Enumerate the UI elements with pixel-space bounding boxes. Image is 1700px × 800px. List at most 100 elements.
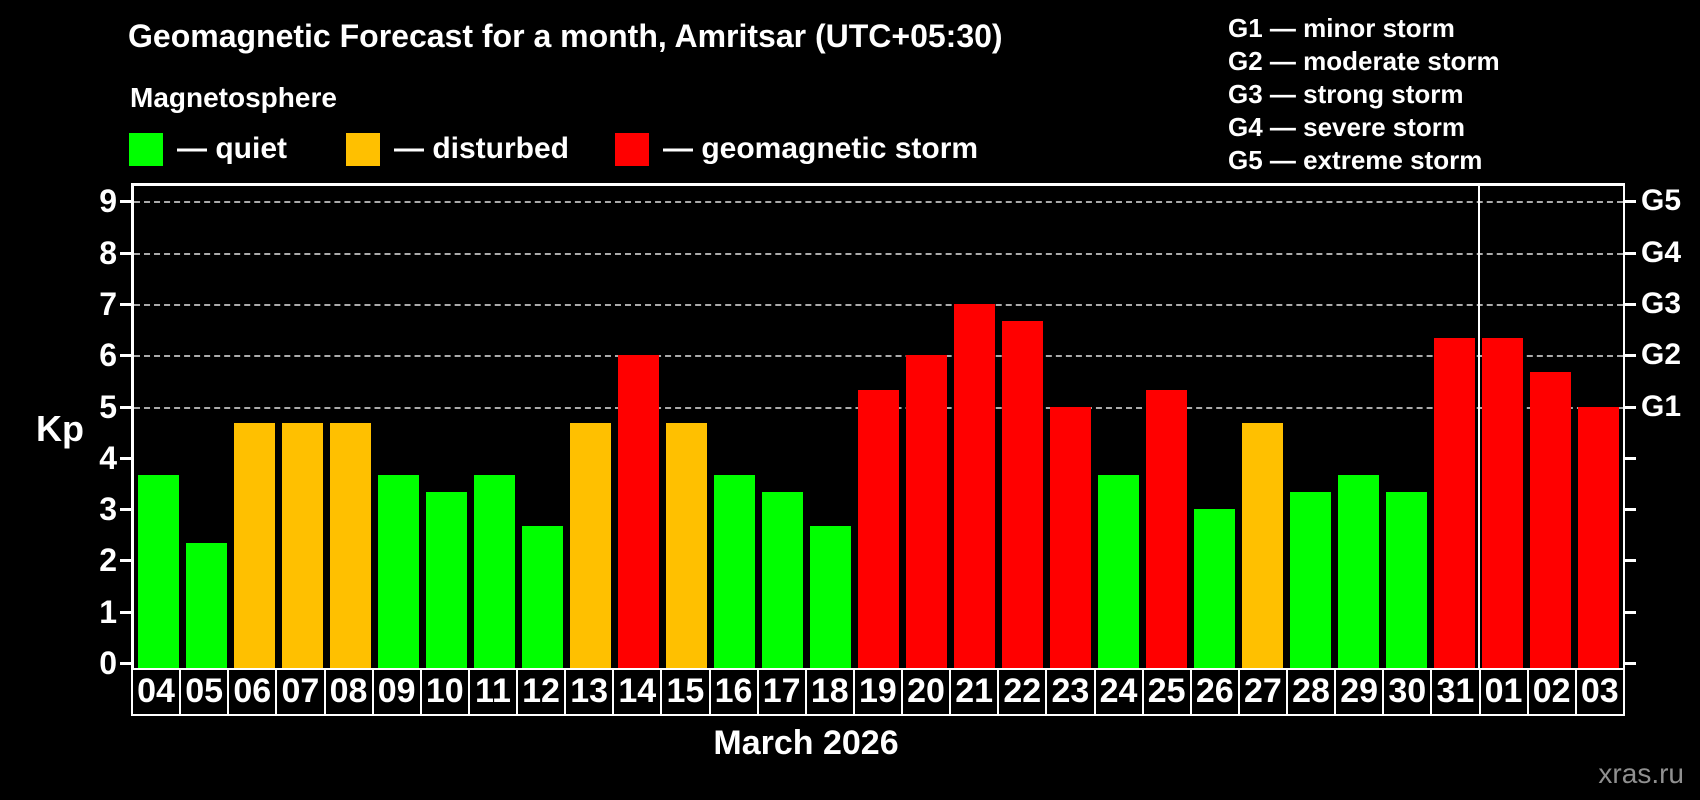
- day-label-14: 14: [612, 668, 663, 716]
- day-label-31: 31: [1430, 668, 1481, 716]
- bar-day-28: [1290, 492, 1332, 668]
- legend-label-disturbed: — disturbed: [394, 132, 570, 165]
- month-separator-line: [1477, 186, 1480, 668]
- page-title: Geomagnetic Forecast for a month, Amrits…: [128, 18, 1003, 54]
- storm-scale-line-g5: G5 — extreme storm: [1228, 145, 1483, 175]
- day-label-16: 16: [708, 668, 759, 716]
- bar-day-05: [185, 543, 227, 668]
- x-axis-day-labels: 04 05 06 07 08 09 10 11 12 13 14 15 16 17 18 19 20 21 22 23…: [131, 668, 1625, 716]
- right-axis-label-g3: G3: [1641, 286, 1682, 320]
- bar-day-20: [906, 355, 948, 668]
- bar-day-29: [1338, 474, 1380, 668]
- legend-item-quiet: — quiet: [129, 132, 287, 166]
- storm-color-swatch: [615, 132, 649, 166]
- right-tick-kp-5: [1625, 405, 1636, 409]
- bar-day-10: [425, 492, 467, 668]
- y-axis-label-0: 0: [99, 645, 117, 681]
- day-label-21: 21: [949, 668, 1000, 716]
- bar-day-14: [617, 355, 659, 668]
- day-label-18: 18: [804, 668, 855, 716]
- bar-day-09: [377, 474, 419, 668]
- day-label-06: 06: [227, 668, 278, 716]
- bar-day-04: [137, 474, 179, 668]
- right-tick-kp-3: [1625, 508, 1636, 512]
- left-tick-kp-8: [120, 251, 131, 255]
- storm-scale-line-g4: G4 — severe storm: [1228, 112, 1466, 142]
- y-axis-label-7: 7: [99, 285, 117, 322]
- y-axis-label-5: 5: [99, 388, 117, 425]
- bar-day-06: [233, 423, 275, 668]
- storm-scale-line-g1: G1 — minor storm: [1228, 13, 1455, 43]
- day-label-08: 08: [323, 668, 374, 716]
- day-label-05: 05: [179, 668, 230, 716]
- plot-area: [131, 183, 1625, 668]
- y-axis-label-9: 9: [99, 183, 117, 220]
- right-axis-label-g1: G1: [1641, 389, 1682, 423]
- left-tick-kp-3: [120, 508, 131, 512]
- left-tick-kp-6: [120, 354, 131, 358]
- bar-day-01: [1482, 338, 1524, 668]
- legend-item-storm: — geomagnetic storm: [615, 132, 978, 166]
- day-label-03: 03: [1574, 668, 1625, 716]
- storm-scale-line-g2: G2 — moderate storm: [1228, 46, 1500, 76]
- left-tick-kp-2: [120, 559, 131, 563]
- right-tick-kp-2: [1625, 559, 1636, 563]
- y-axis-label-4: 4: [99, 439, 117, 476]
- day-label-01: 01: [1478, 668, 1529, 716]
- right-axis-label-g2: G2: [1641, 338, 1682, 372]
- legend-label-quiet: — quiet: [177, 132, 287, 165]
- day-label-15: 15: [660, 668, 711, 716]
- right-tick-kp-9: [1625, 200, 1636, 204]
- bar-day-19: [857, 389, 899, 668]
- bar-day-23: [1050, 406, 1092, 668]
- legend-item-disturbed: — disturbed: [346, 132, 569, 166]
- day-label-25: 25: [1141, 668, 1192, 716]
- bar-day-17: [761, 492, 803, 668]
- gridline-kp-8: [134, 252, 1623, 255]
- bar-day-11: [473, 474, 515, 668]
- left-tick-kp-9: [120, 200, 131, 204]
- left-tick-kp-7: [120, 302, 131, 306]
- day-label-04: 04: [131, 668, 182, 716]
- y-axis-label-6: 6: [99, 337, 117, 374]
- bar-day-25: [1146, 389, 1188, 668]
- left-tick-kp-5: [120, 405, 131, 409]
- bar-day-26: [1194, 509, 1236, 668]
- bar-day-16: [713, 474, 755, 668]
- bar-day-07: [281, 423, 323, 668]
- day-label-20: 20: [901, 668, 952, 716]
- right-tick-kp-7: [1625, 302, 1636, 306]
- bar-day-12: [521, 526, 563, 668]
- right-tick-kp-8: [1625, 251, 1636, 255]
- day-label-17: 17: [756, 668, 807, 716]
- day-label-13: 13: [564, 668, 615, 716]
- day-label-11: 11: [467, 668, 518, 716]
- bar-day-22: [1002, 320, 1044, 668]
- bar-day-08: [329, 423, 371, 668]
- bar-day-15: [665, 423, 707, 668]
- bar-day-27: [1242, 423, 1284, 668]
- right-tick-kp-6: [1625, 354, 1636, 358]
- gridline-kp-7: [134, 303, 1623, 306]
- watermark: xras.ru: [1598, 758, 1684, 789]
- day-label-26: 26: [1189, 668, 1240, 716]
- legend-label-storm: — geomagnetic storm: [663, 132, 979, 165]
- bar-day-21: [954, 303, 996, 668]
- quiet-color-swatch: [129, 132, 163, 166]
- bar-day-30: [1386, 492, 1428, 668]
- right-tick-kp-4: [1625, 456, 1636, 460]
- bar-day-02: [1530, 372, 1572, 668]
- disturbed-color-swatch: [346, 132, 380, 166]
- day-label-28: 28: [1286, 668, 1337, 716]
- day-label-02: 02: [1526, 668, 1577, 716]
- day-label-09: 09: [371, 668, 422, 716]
- right-tick-kp-0: [1625, 662, 1636, 665]
- y-axis-label-8: 8: [99, 234, 117, 271]
- day-label-07: 07: [275, 668, 326, 716]
- day-label-12: 12: [516, 668, 567, 716]
- day-label-22: 22: [997, 668, 1048, 716]
- x-axis-title: March 2026: [713, 724, 899, 762]
- bar-day-03: [1578, 406, 1620, 668]
- y-axis-label-1: 1: [99, 593, 117, 630]
